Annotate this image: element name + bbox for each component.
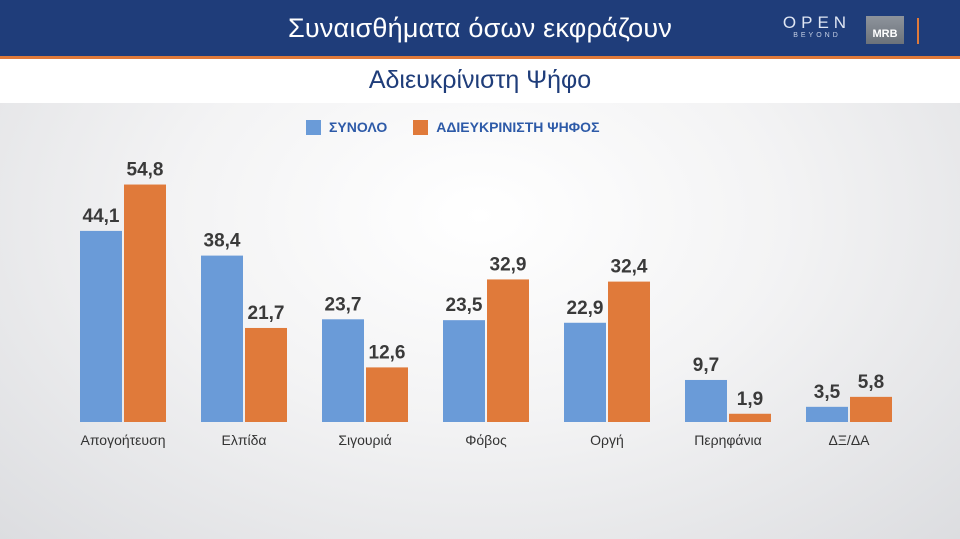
data-label-total-2: 23,7 [325,294,362,315]
bar-undecided-3 [487,279,529,422]
data-label-total-5: 9,7 [693,355,719,376]
bar-total-2 [322,319,364,422]
category-label-3: Φόβος [465,432,507,448]
data-label-undecided-2: 12,6 [369,342,406,363]
bar-undecided-2 [366,367,408,422]
data-label-total-3: 23,5 [446,295,483,316]
bar-undecided-1 [245,327,287,422]
legend: ΣΥΝΟΛΟ ΑΔΙΕΥΚΡΙΝΙΣΤΗ ΨΗΦΟΣ [306,117,625,137]
category-label-2: Σιγουριά [338,432,391,448]
data-label-undecided-4: 32,4 [611,257,648,278]
data-label-total-1: 38,4 [204,231,241,252]
legend-label-total: ΣΥΝΟΛΟ [329,119,388,135]
legend-swatch-undecided [413,119,429,135]
bar-undecided-5 [729,413,771,422]
open-logo: OPEN BEYOND [782,14,852,41]
legend-label-undecided: ΑΔΙΕΥΚΡΙΝΙΣΤΗ ΨΗΦΟΣ [436,119,600,135]
bar-undecided-0 [124,184,166,422]
data-label-undecided-5: 1,9 [737,389,763,410]
legend-item-total: ΣΥΝΟΛΟ [306,119,387,135]
subtitle-band [0,59,960,103]
data-label-undecided-6: 5,8 [858,372,884,393]
category-label-0: Απογοήτευση [80,432,165,448]
category-label-1: Ελπίδα [222,432,267,448]
header-accent-line [0,56,960,59]
data-label-undecided-0: 54,8 [127,160,164,181]
bar-total-4 [564,322,606,422]
bar-total-5 [685,379,727,422]
legend-swatch-total [306,119,321,135]
data-label-total-4: 22,9 [567,298,604,319]
data-label-undecided-1: 21,7 [248,303,285,324]
logo-divider [917,18,919,44]
category-label-5: Περηφάνια [694,432,761,448]
data-label-total-0: 44,1 [83,206,120,227]
mrb-logo: MRB [866,16,904,44]
header-bar [0,0,960,56]
open-logo-sub: BEYOND [793,32,841,39]
bar-total-6 [806,406,848,422]
bar-undecided-4 [608,281,650,422]
open-logo-word: OPEN [782,13,852,32]
chart-title: Συναισθήματα όσων εκφράζουν [287,13,673,43]
category-label-4: Οργή [590,432,624,448]
chart-subtitle: Αδιευκρίνιστη Ψήφο [368,66,592,94]
bar-total-3 [443,320,485,422]
bar-undecided-6 [850,396,892,422]
bar-total-0 [80,230,122,422]
data-label-total-6: 3,5 [814,382,841,403]
category-label-6: ΔΞ/ΔΑ [828,432,870,448]
data-label-undecided-3: 32,9 [490,254,527,275]
bar-total-1 [201,255,243,422]
legend-item-undecided: ΑΔΙΕΥΚΡΙΝΙΣΤΗ ΨΗΦΟΣ [413,119,599,135]
